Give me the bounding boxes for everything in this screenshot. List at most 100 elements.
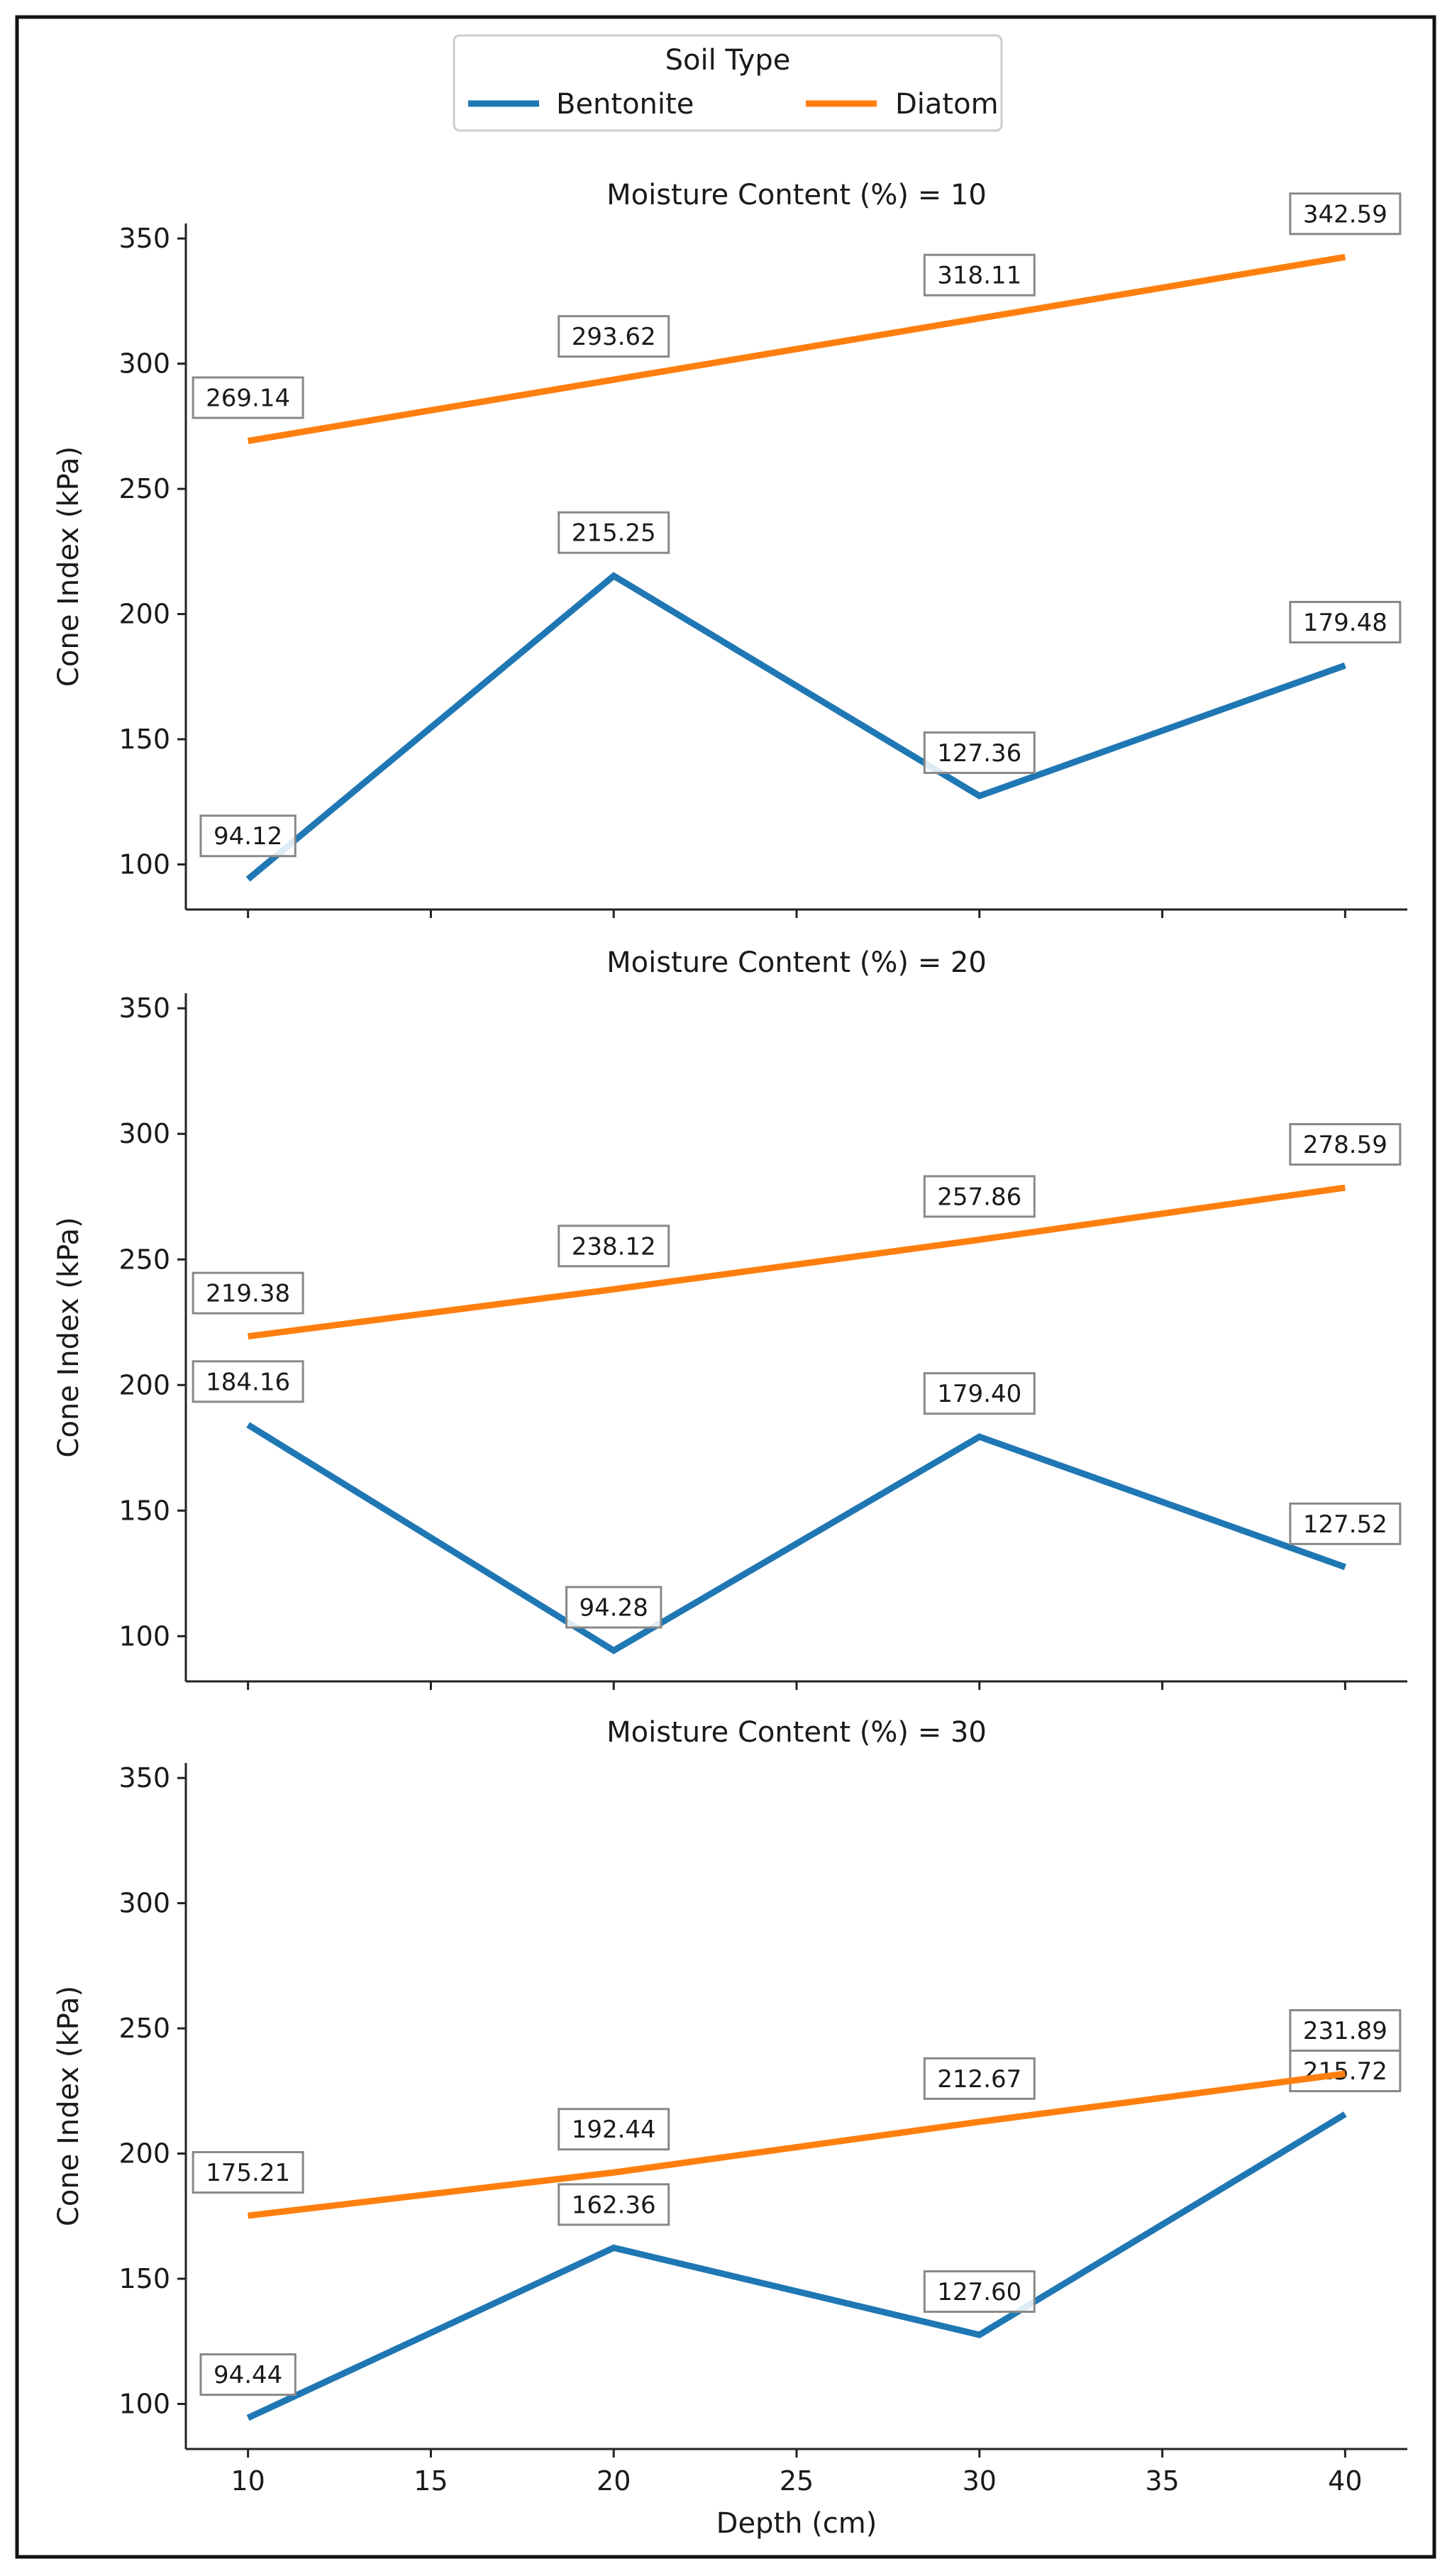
data-label-diatom: 212.67	[923, 2057, 1036, 2100]
series-line-diatom	[247, 253, 1346, 444]
y-tick-label: 200	[118, 2138, 170, 2169]
panel-2: Moisture Content (%) = 20 100 150 200 250 300…	[52, 946, 1407, 1690]
y-tick-label: 200	[118, 1369, 170, 1400]
panels: Moisture Content (%) = 10 100 150 200 250 300…	[52, 179, 1407, 2540]
data-label-bentonite: 94.12	[199, 814, 297, 858]
data-label-box	[192, 1271, 304, 1315]
data-label-text: 179.48	[1303, 609, 1387, 637]
y-tick-label: 350	[118, 223, 170, 254]
y-tick-label: 250	[118, 2013, 170, 2044]
series-line-bentonite	[246, 2111, 1347, 2421]
data-label-box	[565, 1586, 663, 1629]
data-label-text: 175.21	[206, 2159, 290, 2187]
series-line-diatom	[248, 1184, 1346, 1340]
data-label-box	[923, 253, 1036, 297]
y-tick-label: 300	[118, 1888, 170, 1919]
data-label-box	[199, 814, 297, 858]
y-tick-label: 100	[118, 2388, 170, 2419]
y-tick-label: 150	[118, 724, 170, 755]
data-label-text: 318.11	[937, 262, 1021, 290]
data-label-bentonite: 215.25	[558, 511, 670, 554]
data-label-text: 192.44	[572, 2116, 656, 2144]
data-label-diatom: 219.38	[192, 1271, 304, 1315]
legend-title: Soil Type	[665, 44, 791, 77]
y-tick-label: 200	[118, 599, 170, 630]
data-label-box	[1289, 2009, 1402, 2052]
data-label-diatom: 278.59	[1289, 1123, 1402, 1166]
y-tick-label: 300	[118, 348, 170, 380]
data-label-text: 293.62	[572, 323, 656, 351]
y-axis-label: Cone Index (kPa)	[52, 1986, 85, 2226]
x-tick-label: 35	[1145, 2465, 1179, 2497]
data-label-text: 127.52	[1303, 1510, 1387, 1539]
legend-label-bentonite: Bentonite	[556, 88, 694, 121]
y-tick-label: 300	[118, 1118, 170, 1149]
panel-title: Moisture Content (%) = 10	[606, 179, 987, 211]
y-tick-label: 100	[118, 848, 170, 880]
legend: Soil Type Bentonite Diatom	[453, 34, 1003, 132]
data-label-bentonite: 94.44	[199, 2353, 297, 2397]
y-tick-label: 150	[118, 1495, 170, 1526]
data-label-text: 184.16	[206, 1368, 290, 1396]
data-label-text: 238.12	[572, 1232, 656, 1261]
series-line-bentonite	[246, 1422, 1346, 1654]
data-label-bentonite: 179.48	[1289, 600, 1402, 643]
data-label-diatom: 192.44	[558, 2108, 670, 2151]
data-label-text: 269.14	[206, 385, 290, 413]
x-tick-label: 30	[963, 2465, 997, 2497]
data-label-box	[1289, 1502, 1402, 1545]
data-label-box	[923, 2270, 1036, 2314]
data-label-bentonite: 127.52	[1289, 1502, 1402, 1545]
data-label-text: 94.12	[214, 822, 282, 851]
legend-label-diatom: Diatom	[895, 88, 999, 121]
data-label-box	[923, 731, 1036, 774]
data-label-diatom: 318.11	[923, 253, 1036, 297]
y-tick-label: 350	[118, 1762, 170, 1793]
panel-3: Moisture Content (%) = 30 100 150 200 250 300…	[52, 1716, 1407, 2540]
data-label-box	[199, 2353, 297, 2397]
data-label-diatom: 293.62	[558, 315, 670, 358]
data-label-box	[558, 315, 670, 358]
data-label-text: 215.25	[572, 519, 656, 548]
data-label-diatom: 231.89	[1289, 2009, 1402, 2052]
data-label-box	[558, 1225, 670, 1268]
panel-title: Moisture Content (%) = 20	[606, 946, 987, 979]
panel-1: Moisture Content (%) = 10 100 150 200 250 300…	[52, 179, 1407, 918]
data-label-text: 278.59	[1303, 1131, 1387, 1159]
data-label-box	[192, 1360, 304, 1403]
data-label-bentonite: 215.72	[1289, 2050, 1402, 2093]
data-label-box	[1289, 192, 1402, 236]
data-label-text: 94.44	[214, 2361, 282, 2389]
data-label-text: 162.36	[572, 2191, 656, 2219]
data-label-box	[1289, 1123, 1402, 1166]
data-label-box	[558, 2183, 670, 2226]
x-tick-label: 25	[780, 2465, 814, 2497]
data-label-box	[192, 376, 304, 419]
data-label-text: 127.36	[937, 739, 1021, 768]
y-tick-label: 100	[118, 1620, 170, 1652]
y-tick-label: 350	[118, 993, 170, 1024]
data-label-diatom: 238.12	[558, 1225, 670, 1268]
data-label-box	[558, 511, 670, 554]
panel-title: Moisture Content (%) = 30	[606, 1716, 987, 1749]
data-label-text: 212.67	[937, 2065, 1021, 2094]
y-tick-label: 250	[118, 1244, 170, 1275]
data-label-text: 127.60	[937, 2278, 1021, 2306]
data-label-bentonite: 184.16	[192, 1360, 304, 1403]
y-tick-label: 150	[118, 2263, 170, 2294]
data-label-bentonite: 162.36	[558, 2183, 670, 2226]
x-tick-label: 20	[597, 2465, 631, 2497]
data-label-text: 231.89	[1303, 2017, 1387, 2045]
data-label-box	[192, 2151, 304, 2194]
series-line-diatom	[248, 2070, 1346, 2219]
data-label-text: 257.86	[937, 1183, 1021, 1211]
data-label-text: 179.40	[937, 1380, 1021, 1408]
data-label-bentonite: 94.28	[565, 1586, 663, 1629]
data-label-text: 342.59	[1303, 200, 1387, 228]
figure-frame	[15, 15, 1436, 2559]
data-label-diatom: 175.21	[192, 2151, 304, 2194]
y-tick-label: 250	[118, 473, 170, 504]
data-label-text: 215.72	[1303, 2057, 1387, 2086]
data-label-diatom: 257.86	[923, 1175, 1036, 1218]
